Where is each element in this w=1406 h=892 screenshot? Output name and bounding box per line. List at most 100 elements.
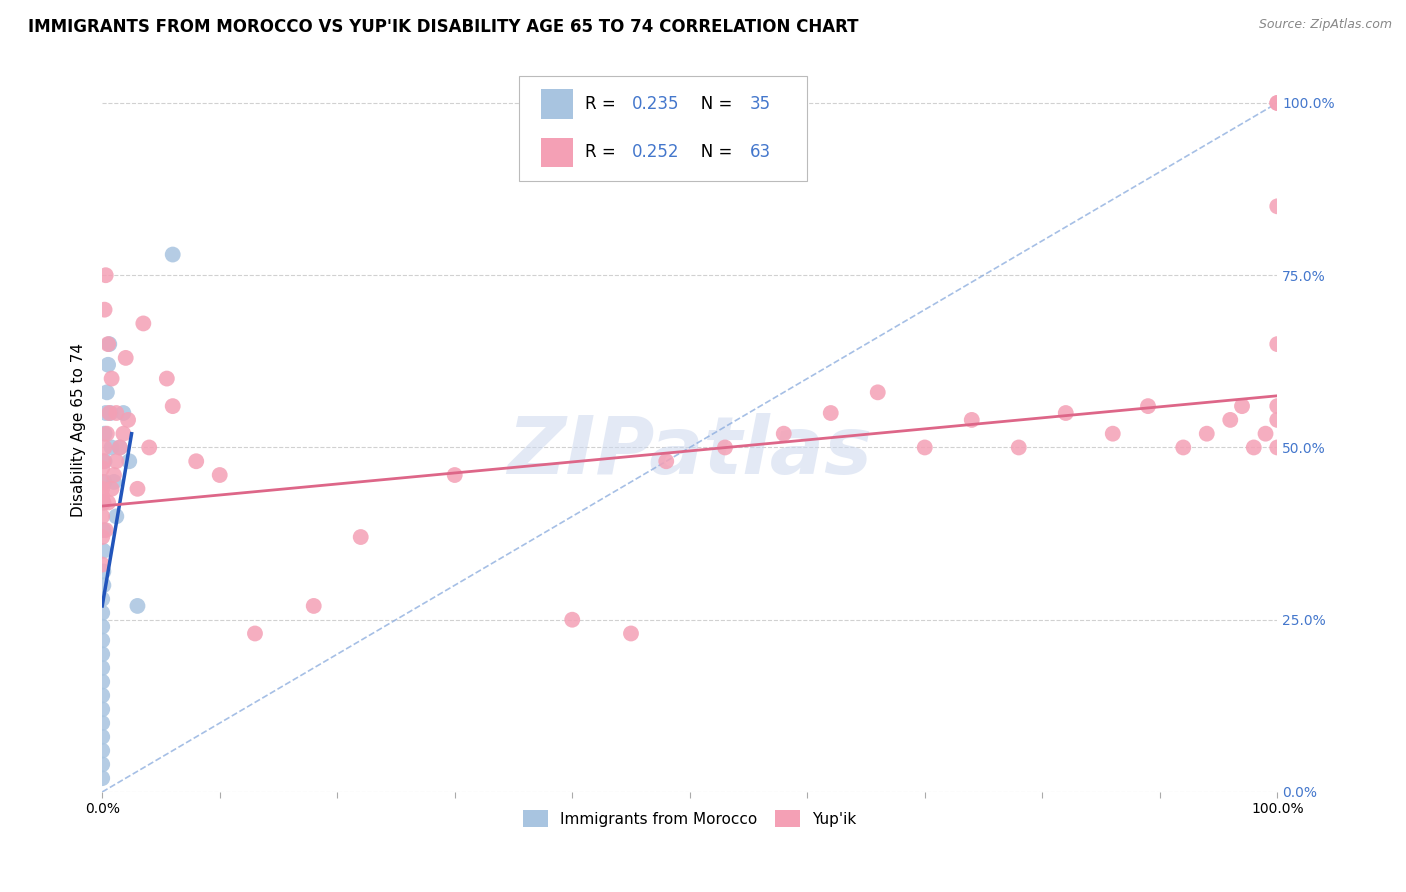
- Point: [91, 730, 114, 744]
- Text: 63: 63: [749, 144, 770, 161]
- Point: [1230, 399, 1253, 413]
- Point: [1265, 413, 1288, 427]
- Point: [960, 413, 983, 427]
- Point: [118, 454, 141, 468]
- Point: [1101, 426, 1123, 441]
- Y-axis label: Disability Age 65 to 74: Disability Age 65 to 74: [72, 343, 86, 517]
- Point: [1137, 399, 1160, 413]
- Point: [112, 426, 135, 441]
- Point: [98, 406, 121, 420]
- Point: [1265, 199, 1288, 213]
- Point: [350, 530, 373, 544]
- Point: [1265, 95, 1288, 110]
- Text: 35: 35: [749, 95, 770, 113]
- Point: [96, 426, 118, 441]
- Point: [91, 482, 114, 496]
- Text: R =: R =: [585, 144, 621, 161]
- Point: [1265, 399, 1288, 413]
- Point: [97, 358, 120, 372]
- Point: [93, 441, 115, 455]
- Point: [103, 475, 125, 489]
- Point: [1265, 441, 1288, 455]
- Point: [98, 337, 121, 351]
- FancyBboxPatch shape: [540, 89, 574, 119]
- Point: [1054, 406, 1077, 420]
- Point: [94, 406, 117, 420]
- Point: [114, 351, 136, 365]
- Point: [91, 744, 114, 758]
- Point: [94, 523, 117, 537]
- Point: [127, 482, 149, 496]
- Point: [91, 647, 114, 661]
- Text: N =: N =: [685, 144, 738, 161]
- Point: [772, 426, 794, 441]
- Point: [93, 454, 115, 468]
- Point: [162, 399, 184, 413]
- Text: R =: R =: [585, 95, 621, 113]
- Point: [186, 454, 208, 468]
- Point: [443, 468, 465, 483]
- Point: [117, 413, 139, 427]
- Point: [138, 441, 160, 455]
- Point: [820, 406, 842, 420]
- Point: [914, 441, 936, 455]
- Point: [91, 509, 114, 524]
- Point: [127, 599, 149, 613]
- Point: [108, 441, 131, 455]
- Point: [93, 495, 115, 509]
- Point: [93, 302, 115, 317]
- Point: [1008, 441, 1031, 455]
- Point: [714, 441, 737, 455]
- Point: [91, 661, 114, 675]
- Point: [91, 606, 114, 620]
- Point: [108, 441, 131, 455]
- Point: [91, 674, 114, 689]
- Point: [100, 482, 122, 496]
- Point: [93, 523, 115, 537]
- Text: 0.252: 0.252: [633, 144, 679, 161]
- Point: [93, 475, 115, 489]
- Legend: Immigrants from Morocco, Yup'ik: Immigrants from Morocco, Yup'ik: [516, 802, 863, 835]
- Point: [866, 385, 889, 400]
- Point: [302, 599, 325, 613]
- Point: [91, 461, 114, 475]
- Point: [91, 757, 114, 772]
- Point: [112, 406, 135, 420]
- Point: [655, 454, 678, 468]
- Point: [93, 578, 115, 592]
- Point: [100, 441, 122, 455]
- Point: [561, 613, 583, 627]
- Point: [1219, 413, 1241, 427]
- Point: [105, 509, 128, 524]
- Point: [105, 454, 128, 468]
- Point: [132, 317, 155, 331]
- Point: [93, 565, 115, 579]
- Point: [103, 468, 125, 483]
- Point: [91, 530, 114, 544]
- Point: [93, 544, 115, 558]
- Point: [97, 495, 120, 509]
- Point: [91, 619, 114, 633]
- Point: [1265, 95, 1288, 110]
- Text: IMMIGRANTS FROM MOROCCO VS YUP'IK DISABILITY AGE 65 TO 74 CORRELATION CHART: IMMIGRANTS FROM MOROCCO VS YUP'IK DISABI…: [28, 18, 859, 36]
- Point: [1243, 441, 1265, 455]
- Point: [97, 337, 120, 351]
- Point: [1195, 426, 1218, 441]
- Point: [91, 633, 114, 648]
- Point: [100, 406, 122, 420]
- Text: ZIPatlas: ZIPatlas: [508, 413, 872, 491]
- Point: [91, 489, 114, 503]
- Point: [100, 371, 122, 385]
- Point: [91, 558, 114, 572]
- Point: [93, 495, 115, 509]
- Point: [91, 592, 114, 607]
- Point: [156, 371, 179, 385]
- FancyBboxPatch shape: [540, 137, 574, 167]
- Text: 0.235: 0.235: [633, 95, 679, 113]
- Point: [93, 454, 115, 468]
- Point: [1173, 441, 1195, 455]
- Point: [105, 406, 128, 420]
- Point: [96, 385, 118, 400]
- Text: Source: ZipAtlas.com: Source: ZipAtlas.com: [1258, 18, 1392, 31]
- Point: [93, 426, 115, 441]
